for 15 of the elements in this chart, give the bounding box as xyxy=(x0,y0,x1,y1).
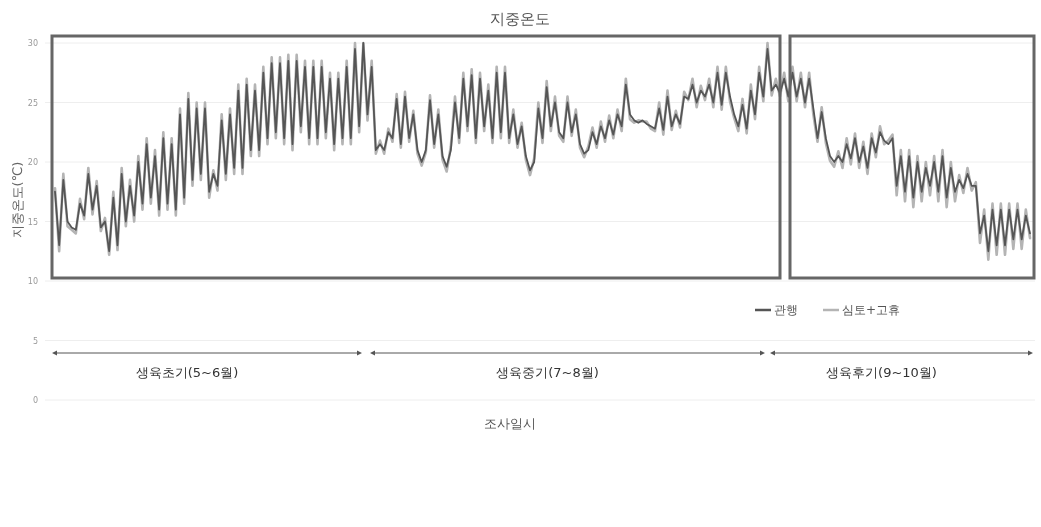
y-tick-label: 30 xyxy=(27,39,38,48)
chart-title: 지중온도 xyxy=(490,10,550,28)
legend-label: 관행 xyxy=(774,303,798,317)
x-axis-title: 조사일시 xyxy=(484,416,536,431)
y-tick-label: 25 xyxy=(27,98,38,108)
annotation: 생육초기(5~6월) xyxy=(135,365,239,380)
y-tick-label: 20 xyxy=(27,158,38,167)
y-tick-label: 5 xyxy=(32,336,38,346)
y-tick-label: 0 xyxy=(32,396,38,405)
annotation: 생육중기(7~8월) xyxy=(496,365,599,380)
annotation: 생육후기(9~10월) xyxy=(826,365,937,380)
legend-label: 심토+고휴 xyxy=(842,303,901,317)
y-tick-label: 15 xyxy=(27,217,38,227)
y-axis-title: 지중온도(℃) xyxy=(10,161,25,239)
y-tick-label: 10 xyxy=(27,277,38,286)
